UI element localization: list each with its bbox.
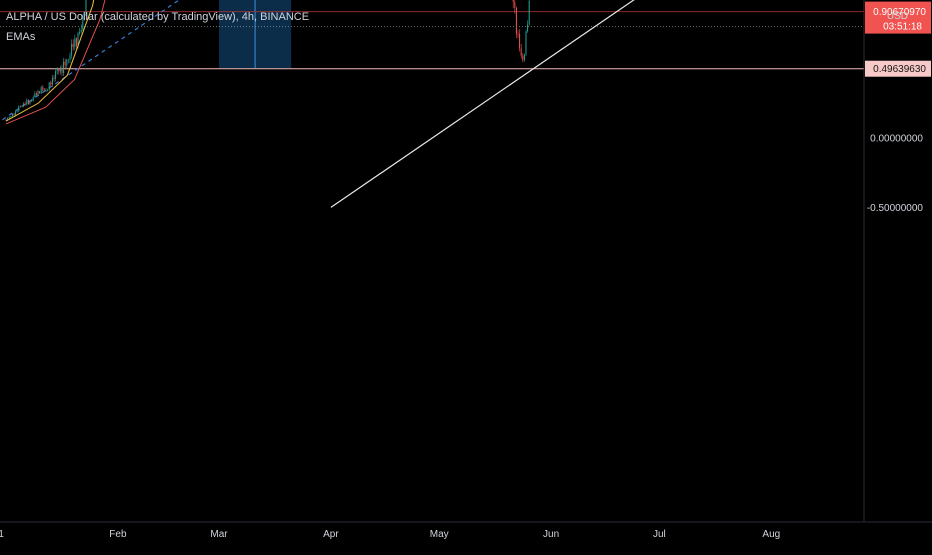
price-tag-bg	[865, 60, 931, 77]
time-axis-bg	[0, 522, 932, 550]
candle-body	[61, 67, 63, 73]
candle-body	[67, 59, 69, 61]
price-axis: 0.00000000 -0.50000000	[863, 0, 924, 522]
x-tick-label: Apr	[323, 529, 339, 540]
candle-body	[519, 34, 521, 49]
candle-body	[10, 116, 12, 118]
x-tick-label: 2021	[0, 529, 4, 540]
candle-body	[45, 90, 47, 91]
current-price-tag: 0.90670970 03:51:18	[865, 1, 931, 34]
candle-body	[34, 93, 36, 98]
candle-body	[13, 113, 15, 116]
price-tag: 0.49639630	[865, 60, 931, 77]
time-axis: 2021 Feb Mar Apr May Jun Jul Aug	[0, 521, 932, 550]
x-tick-label: Jul	[653, 529, 666, 540]
candle-body	[71, 43, 73, 56]
trendline-channel-lower	[330, 0, 635, 208]
candle-body	[18, 106, 20, 111]
candle-body	[522, 55, 524, 61]
candle-body	[15, 111, 17, 116]
currency-label: USD	[886, 11, 908, 22]
candle-body	[43, 90, 45, 91]
candle-body	[35, 93, 37, 96]
candle-body	[19, 105, 21, 107]
candle-body	[27, 100, 29, 104]
candle-body	[5, 119, 7, 121]
current-price-tag-bg	[865, 1, 931, 34]
candle-body	[16, 110, 18, 112]
candle-body	[74, 38, 76, 48]
y-tick-label: -0.50000000	[867, 203, 924, 214]
candle-body	[77, 33, 79, 47]
candle-body	[8, 117, 10, 119]
candle-body	[515, 7, 517, 34]
candle-body	[50, 82, 52, 85]
candle-body	[31, 101, 33, 102]
candle-body	[24, 103, 26, 105]
candle-body	[53, 77, 55, 79]
candle-body	[56, 68, 58, 72]
trendline-channel-midline	[2, 0, 181, 121]
candle-body	[7, 118, 9, 120]
candle-body	[63, 61, 65, 73]
x-tick-label: Jun	[543, 529, 559, 540]
candle-body	[29, 101, 31, 104]
candle-body	[527, 24, 529, 32]
candle-body	[51, 77, 53, 85]
candle-body	[59, 67, 61, 72]
candle-body	[23, 103, 25, 106]
candles	[5, 0, 530, 121]
candle-body	[42, 87, 44, 91]
bar-countdown: 03:51:18	[883, 22, 922, 33]
candle-body	[55, 71, 57, 79]
candle-body	[83, 15, 85, 20]
candle-body	[525, 31, 527, 55]
candle-body	[528, 0, 530, 25]
x-tick-label: Mar	[210, 529, 228, 540]
candle-body	[37, 91, 39, 96]
candle-body	[79, 31, 81, 34]
candle-body	[512, 0, 514, 2]
candle-body	[523, 54, 525, 61]
candle-body	[32, 97, 34, 102]
candle-body	[21, 105, 23, 107]
ema-slow-line	[5, 0, 106, 125]
candle-body	[520, 48, 522, 56]
candle-body	[82, 19, 84, 30]
candle-body	[64, 61, 66, 66]
candle-body	[58, 68, 60, 72]
candle-body	[72, 43, 74, 48]
candle-body	[517, 33, 519, 35]
candle-body	[85, 0, 87, 16]
candle-body	[66, 59, 68, 66]
candle-body	[11, 113, 13, 117]
candle-body	[514, 1, 516, 8]
candle-body	[48, 82, 50, 90]
symbol-title[interactable]: ALPHA / US Dollar (calculated by Trading…	[6, 11, 310, 23]
candle-body	[80, 29, 82, 32]
y-tick-label: 0.00000000	[870, 133, 923, 144]
candle-body	[26, 100, 28, 105]
candle-body	[39, 91, 41, 94]
candle-body	[69, 55, 71, 60]
indicator-label[interactable]: EMAs	[6, 31, 36, 43]
price-tag-text: 0.49639630	[873, 64, 926, 75]
candle-body	[40, 87, 42, 94]
x-tick-label: Aug	[762, 529, 780, 540]
current-price-text: 0.90670970	[873, 7, 926, 18]
candle-body	[47, 89, 49, 91]
x-tick-label: May	[430, 529, 449, 540]
x-tick-label: Feb	[109, 529, 127, 540]
candle-body	[75, 38, 77, 47]
